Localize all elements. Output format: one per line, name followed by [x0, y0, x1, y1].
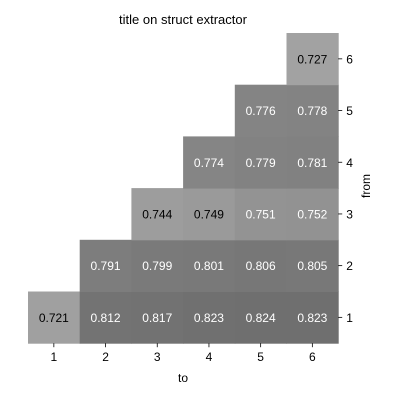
- x-tick-label-6: 6: [309, 350, 316, 364]
- heatmap-cell-from-2-to-5: [234, 239, 287, 292]
- heatmap-cell-from-2-to-4: [183, 239, 236, 292]
- cell-label-from-3-to-4: 0.749: [194, 207, 224, 221]
- heatmap-cell-from-1-to-1: [28, 291, 81, 344]
- cell-label-from-3-to-5: 0.751: [246, 207, 276, 221]
- heatmap-cell-from-5-to-5: [234, 84, 287, 137]
- heatmap-cell-from-2-to-2: [79, 239, 132, 292]
- y-tick-label-2: 2: [346, 259, 353, 273]
- chart-title: title on struct extractor: [119, 12, 248, 27]
- heatmap-cell-from-3-to-3: [131, 188, 184, 241]
- heatmap-cell-from-2-to-6: [286, 239, 339, 292]
- cell-label-from-1-to-2: 0.812: [91, 311, 121, 325]
- cell-label-from-2-to-2: 0.791: [91, 259, 121, 273]
- heatmap-cell-from-1-to-6: [286, 291, 339, 344]
- heatmap-cell-from-3-to-6: [286, 188, 339, 241]
- cell-label-from-4-to-5: 0.779: [246, 156, 276, 170]
- cell-label-from-1-to-4: 0.823: [194, 311, 224, 325]
- heatmap-cell-from-5-to-6: [286, 84, 339, 137]
- cell-label-from-2-to-3: 0.799: [142, 259, 172, 273]
- heatmap-cell-from-1-to-5: [234, 291, 287, 344]
- cell-label-from-3-to-6: 0.752: [297, 207, 327, 221]
- heatmap-cell-from-4-to-6: [286, 136, 339, 189]
- x-tick-label-5: 5: [257, 350, 264, 364]
- y-tick-label-4: 4: [346, 156, 353, 170]
- cell-label-from-3-to-3: 0.744: [142, 207, 172, 221]
- heatmap-cell-from-3-to-4: [183, 188, 236, 241]
- cell-labels-layer: 0.721 0.812 0.817 0.823 0.824 0.823 0.791 0.799…: [39, 52, 328, 325]
- cell-label-from-2-to-6: 0.805: [297, 259, 327, 273]
- cell-label-from-1-to-1: 0.721: [39, 311, 69, 325]
- heatmap-cell-from-2-to-3: [131, 239, 184, 292]
- x-tick-label-1: 1: [51, 350, 58, 364]
- heatmap-cell-from-1-to-2: [79, 291, 132, 344]
- cell-label-from-4-to-4: 0.774: [194, 156, 224, 170]
- heatmap-cell-from-6-to-6: [286, 33, 339, 86]
- y-axis-label: from: [359, 174, 373, 198]
- cell-label-from-1-to-3: 0.817: [142, 311, 172, 325]
- cell-label-from-5-to-5: 0.776: [246, 104, 276, 118]
- x-tick-label-2: 2: [102, 350, 109, 364]
- heatmap-cell-from-1-to-3: [131, 291, 184, 344]
- y-tick-label-3: 3: [346, 207, 353, 221]
- cell-label-from-6-to-6: 0.727: [297, 52, 327, 66]
- y-tick-label-5: 5: [346, 104, 353, 118]
- cell-label-from-4-to-6: 0.781: [297, 156, 327, 170]
- x-axis-label: to: [178, 371, 188, 385]
- x-tick-label-3: 3: [154, 350, 161, 364]
- cell-label-from-1-to-5: 0.824: [246, 311, 276, 325]
- y-tick-label-6: 6: [346, 52, 353, 66]
- heatmap-cell-from-3-to-5: [234, 188, 287, 241]
- x-axis: 1 2 3 4 5 6: [51, 343, 316, 364]
- heatmap-cell-from-1-to-4: [183, 291, 236, 344]
- y-axis: 1 2 3 4 5 6: [338, 52, 353, 325]
- x-tick-label-4: 4: [206, 350, 213, 364]
- cells-layer: [28, 33, 339, 344]
- cell-label-from-1-to-6: 0.823: [297, 311, 327, 325]
- cell-label-from-5-to-6: 0.778: [297, 104, 327, 118]
- heatmap-cell-from-4-to-4: [183, 136, 236, 189]
- heatmap-cell-from-4-to-5: [234, 136, 287, 189]
- y-tick-label-1: 1: [346, 311, 353, 325]
- cell-label-from-2-to-4: 0.801: [194, 259, 224, 273]
- cell-label-from-2-to-5: 0.806: [246, 259, 276, 273]
